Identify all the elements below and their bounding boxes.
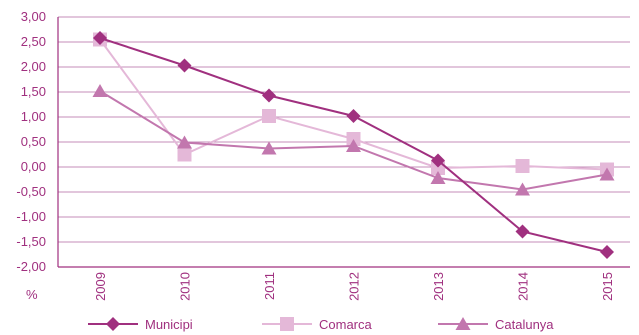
data-point: [346, 109, 361, 123]
data-point: [515, 182, 530, 196]
data-point: [92, 84, 108, 97]
legend-marker: [106, 317, 120, 331]
x-tick-label: 2011: [262, 272, 277, 300]
data-point: [262, 88, 276, 103]
x-tick-label: 2015: [600, 272, 615, 301]
data-point: [600, 245, 614, 259]
data-point: [177, 58, 192, 73]
legend-label: Municipi: [145, 317, 193, 332]
data-point: [515, 159, 530, 173]
grid-lines: [58, 16, 630, 268]
data-point: [346, 139, 361, 152]
x-tick-label: 2012: [347, 272, 362, 301]
legend-item-catalunya: Catalunya: [438, 317, 554, 332]
y-tick-label: -2,00: [16, 259, 46, 274]
data-point: [599, 167, 615, 181]
legend-item-comarca: Comarca: [262, 317, 373, 332]
y-tick-label: 3,00: [21, 9, 46, 24]
x-tick-label: 2009: [93, 272, 108, 301]
legend-label: Catalunya: [495, 317, 554, 332]
x-tick-label: 2014: [516, 272, 531, 301]
y-tick-label: -1,00: [16, 209, 46, 224]
data-point: [93, 31, 107, 45]
y-axis-label: %: [26, 287, 38, 302]
data-point: [515, 224, 530, 239]
y-tick-label: 1,00: [21, 109, 46, 124]
y-tick-label: -0,50: [16, 184, 46, 199]
series-municipi: [93, 31, 614, 259]
x-tick-label: 2013: [431, 272, 446, 301]
legend-marker: [280, 317, 294, 331]
data-point: [177, 135, 192, 149]
legend-label: Comarca: [319, 317, 373, 332]
y-tick-label: 0,00: [21, 159, 46, 174]
x-tick-label: 2010: [178, 272, 193, 301]
series-comarca: [93, 32, 614, 177]
y-tick-label: -1,50: [16, 234, 46, 249]
data-point: [262, 109, 276, 123]
legend: Municipi Comarca Catalunya: [88, 317, 554, 332]
data-point: [430, 171, 446, 184]
axes: [57, 17, 630, 268]
series-layer: [92, 31, 615, 259]
legend-marker: [455, 317, 471, 330]
series-catalunya: [92, 84, 615, 196]
y-tick-label: 2,00: [21, 59, 46, 74]
data-point: [261, 141, 277, 155]
data-point: [431, 153, 445, 168]
x-tick-labels: 2009 2010 2011 2012 2013 2014 2015: [93, 272, 615, 301]
y-tick-label: 1,50: [21, 84, 46, 99]
y-tick-label: 2,50: [21, 34, 46, 49]
y-tick-labels: 3,00 2,50 2,00 1,50 1,00 0,50 0,00 -0,50 -1,00 -1…: [16, 9, 46, 274]
y-tick-label: 0,50: [21, 134, 46, 149]
data-point: [177, 147, 192, 162]
legend-item-municipi: Municipi: [88, 317, 193, 332]
